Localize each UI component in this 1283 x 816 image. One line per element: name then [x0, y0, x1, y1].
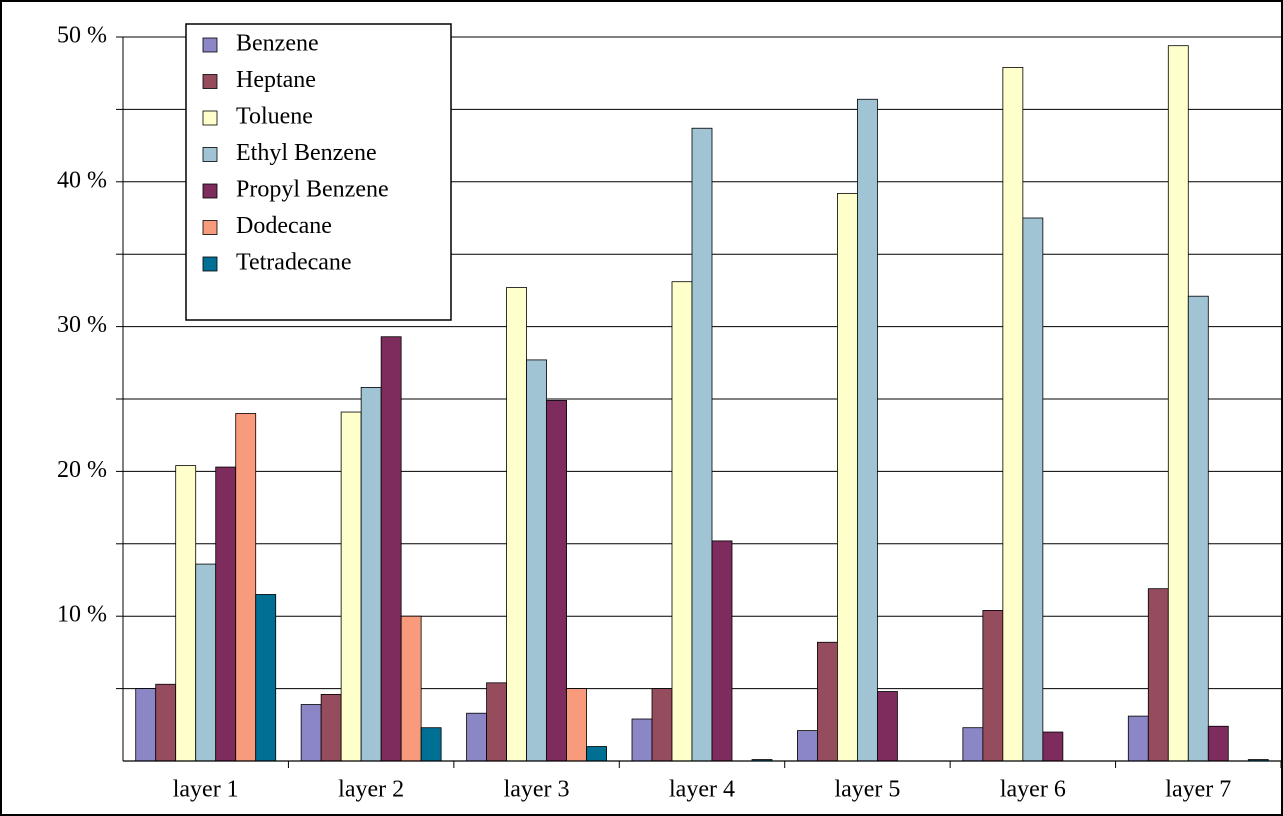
legend-label: Tetradecane [236, 250, 352, 276]
bar [546, 400, 567, 762]
legend-label: Toluene [236, 104, 313, 130]
bar [135, 688, 157, 762]
bar [300, 704, 322, 762]
bar [320, 693, 342, 762]
bar [982, 610, 1004, 762]
bar [420, 727, 442, 762]
bar [526, 359, 547, 762]
bar [1167, 45, 1189, 762]
bar [1187, 295, 1209, 762]
bar [466, 712, 487, 762]
bar [1002, 67, 1024, 762]
x-tick-label: layer 7 [1165, 777, 1231, 803]
bar [711, 540, 733, 762]
bar [797, 730, 818, 762]
bar [235, 413, 257, 762]
bar [215, 466, 237, 762]
y-tick-label: 10 % [57, 602, 107, 628]
bar [857, 98, 878, 762]
y-tick-label: 30 % [57, 312, 107, 338]
x-tick-label: layer 3 [504, 777, 570, 803]
bar [1207, 725, 1229, 762]
bar [380, 336, 402, 762]
bar [962, 727, 984, 762]
legend-swatch [202, 256, 218, 272]
bar [1127, 715, 1149, 762]
bar [255, 594, 277, 762]
bar [671, 281, 693, 762]
legend-swatch [202, 74, 218, 89]
bar [651, 688, 673, 762]
bar [1022, 217, 1044, 762]
y-tick-label: 50 % [57, 23, 107, 49]
bar [195, 563, 217, 762]
bar [155, 683, 177, 762]
bar [877, 691, 898, 762]
bar [175, 465, 197, 762]
x-tick-label: layer 4 [669, 777, 735, 803]
legend-box [185, 23, 452, 321]
bar [631, 718, 653, 762]
bar [837, 192, 858, 762]
legend-swatch [202, 220, 218, 235]
y-tick-label: 40 % [57, 167, 107, 193]
bar [506, 287, 527, 762]
legend-label: Ethyl Benzene [236, 140, 377, 166]
legend-swatch [202, 37, 218, 53]
x-tick-label: layer 2 [338, 777, 404, 803]
bar [1042, 731, 1064, 762]
bar [400, 615, 422, 762]
legend-swatch [202, 110, 218, 126]
legend: Benzene Heptane Toluene Ethyl Benzene Propyl… [185, 23, 452, 321]
bar [360, 387, 382, 762]
legend-label: Benzene [236, 31, 319, 57]
y-tick-label: 20 % [57, 457, 107, 483]
bar [817, 641, 838, 762]
x-tick-label: layer 1 [173, 777, 239, 803]
x-tick-label: layer 5 [834, 777, 900, 803]
x-tick-label: layer 6 [1000, 777, 1066, 803]
legend-swatch [202, 183, 218, 199]
bar [1147, 588, 1169, 762]
legend-swatch [202, 147, 218, 162]
bar [340, 411, 362, 762]
bar [691, 127, 713, 762]
legend-label: Propyl Benzene [236, 177, 389, 203]
bar [586, 746, 607, 762]
legend-label: Dodecane [236, 213, 332, 239]
bar [486, 682, 507, 762]
legend-label: Heptane [236, 67, 316, 93]
bar [566, 688, 587, 762]
